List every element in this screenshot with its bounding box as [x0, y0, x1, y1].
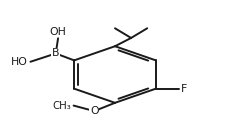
Text: O: O [90, 106, 98, 116]
Text: HO: HO [11, 57, 27, 67]
Text: OH: OH [49, 27, 66, 37]
Text: F: F [180, 84, 186, 94]
Text: B: B [52, 48, 59, 59]
Text: CH₃: CH₃ [52, 101, 71, 111]
